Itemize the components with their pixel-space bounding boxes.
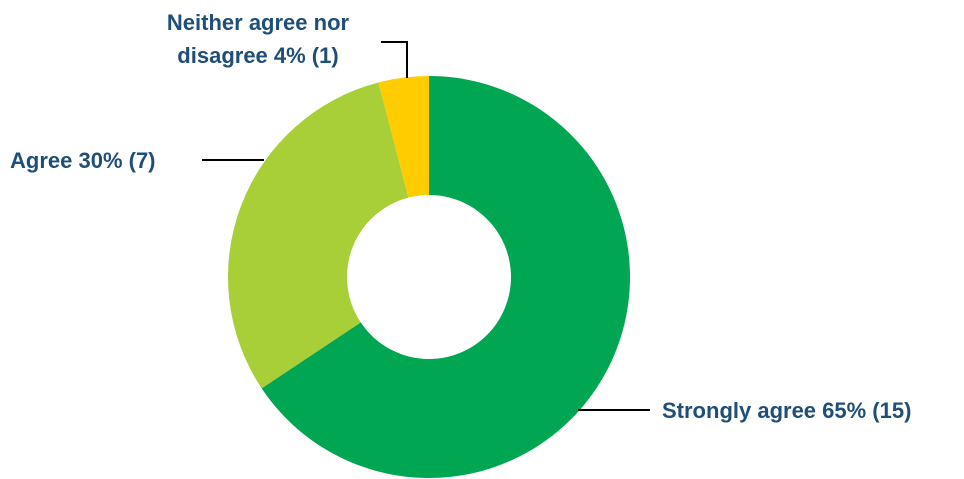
slice-neither: [378, 76, 429, 198]
label-strongly-agree: Strongly agree 65% (15): [662, 398, 911, 423]
slice-strongly-agree: [261, 76, 630, 479]
donut-slices: [228, 76, 630, 479]
label-neither-line1: Neither agree nor: [167, 10, 350, 35]
leader-line-neither: [381, 41, 408, 78]
label-neither-line2: disagree 4% (1): [177, 43, 338, 68]
slice-agree: [228, 82, 409, 389]
label-agree: Agree 30% (7): [10, 148, 156, 173]
